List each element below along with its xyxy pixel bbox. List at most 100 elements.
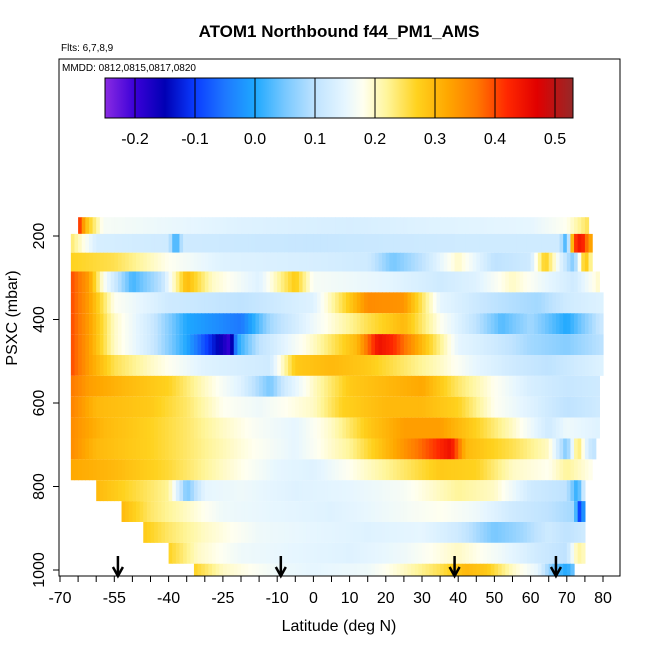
heatmap-cell	[537, 334, 543, 355]
heatmap-cell	[353, 217, 358, 234]
heatmap-cell	[317, 396, 322, 418]
heatmap-cell	[99, 233, 105, 253]
heatmap-cell	[422, 521, 427, 543]
heatmap-cell	[422, 233, 427, 253]
heatmap-cell	[349, 563, 354, 577]
heatmap-cell	[88, 438, 94, 460]
heatmap-cell	[396, 233, 401, 253]
heatmap-cell	[570, 563, 575, 577]
heatmap-cell	[74, 396, 79, 418]
heatmap-cell	[295, 521, 300, 543]
heatmap-cell	[295, 396, 300, 418]
heatmap-cell	[577, 480, 582, 502]
colorbar-tick-label: 0.5	[544, 131, 566, 148]
heatmap-cell	[186, 375, 191, 397]
x-tick-label: 80	[594, 590, 612, 607]
heatmap-cell	[288, 480, 293, 502]
heatmap-cell	[317, 271, 322, 293]
heatmap-cell	[186, 292, 191, 314]
heatmap-cell	[146, 417, 152, 439]
heatmap-cell	[331, 438, 336, 460]
heatmap-cell	[422, 438, 427, 460]
heatmap-cell	[494, 233, 499, 253]
heatmap-cell	[154, 459, 159, 481]
heatmap-cell	[356, 354, 362, 376]
heatmap-cell	[284, 252, 289, 272]
heatmap-cell	[349, 542, 354, 564]
heatmap-cell	[230, 501, 235, 522]
heatmap-cell	[403, 480, 409, 502]
heatmap-cell	[302, 438, 307, 460]
heatmap-cell	[548, 271, 553, 293]
heatmap-cell	[505, 252, 510, 272]
heatmap-cell	[92, 292, 97, 314]
heatmap-cell	[78, 292, 83, 314]
heatmap-cell	[458, 563, 463, 577]
heatmap-cell	[472, 334, 477, 355]
heatmap-cell	[367, 521, 372, 543]
heatmap-cell	[393, 438, 398, 460]
heatmap-cell	[244, 375, 249, 397]
heatmap-cell	[309, 271, 314, 293]
heatmap-cell	[577, 459, 582, 481]
heatmap-cell	[487, 501, 492, 522]
heatmap-cell	[273, 375, 278, 397]
heatmap-cell	[175, 438, 181, 460]
heatmap-cell	[450, 334, 456, 355]
heatmap-cell	[136, 292, 141, 314]
heatmap-cell	[501, 417, 506, 439]
heatmap-cell	[519, 354, 524, 376]
heatmap-cell	[422, 501, 427, 522]
heatmap-cell	[552, 313, 557, 335]
heatmap-cell	[85, 252, 90, 272]
heatmap-cell	[168, 334, 173, 355]
heatmap-cell	[476, 542, 481, 564]
heatmap-cell	[454, 354, 459, 376]
heatmap-cell	[179, 292, 184, 314]
heatmap-cell	[280, 501, 286, 522]
heatmap-cell	[498, 438, 503, 460]
heatmap-cell	[479, 542, 485, 564]
heatmap-cell	[241, 501, 246, 522]
heatmap-cell	[266, 563, 271, 577]
heatmap-cell	[269, 542, 275, 564]
heatmap-cell	[436, 313, 441, 335]
heatmap-cell	[443, 217, 448, 234]
heatmap-cell	[508, 542, 514, 564]
heatmap-cell	[219, 252, 224, 272]
heatmap-cell	[320, 417, 325, 439]
heatmap-cell	[280, 271, 286, 293]
heatmap-cell	[458, 271, 463, 293]
heatmap-cell	[125, 334, 130, 355]
heatmap-cell	[226, 271, 231, 293]
heatmap-cell	[498, 396, 503, 418]
heatmap-cell	[454, 459, 459, 481]
heatmap-cell	[552, 334, 557, 355]
heatmap-cell	[110, 354, 115, 376]
heatmap-cell	[302, 396, 307, 418]
heatmap-cell	[581, 480, 586, 502]
heatmap-cell	[374, 396, 380, 418]
heatmap-cell	[146, 233, 152, 253]
heatmap-cell	[555, 542, 561, 564]
heatmap-cell	[545, 375, 550, 397]
heatmap-cell	[393, 480, 398, 502]
heatmap-cell	[172, 459, 177, 481]
heatmap-cell	[469, 233, 474, 253]
heatmap-cell	[143, 501, 148, 522]
heatmap-cell	[313, 292, 318, 314]
heatmap-cell	[269, 375, 275, 397]
heatmap-cell	[298, 396, 304, 418]
heatmap-cell	[382, 501, 387, 522]
heatmap-cell	[251, 417, 257, 439]
heatmap-cell	[161, 292, 166, 314]
heatmap-cell	[74, 233, 79, 253]
heatmap-cell	[338, 501, 343, 522]
heatmap-cell	[360, 313, 365, 335]
heatmap-cell	[574, 542, 579, 564]
heatmap-cell	[411, 233, 416, 253]
heatmap-cell	[193, 521, 199, 543]
heatmap-cell	[179, 459, 184, 481]
heatmap-cell	[367, 417, 372, 439]
heatmap-cell	[277, 501, 282, 522]
